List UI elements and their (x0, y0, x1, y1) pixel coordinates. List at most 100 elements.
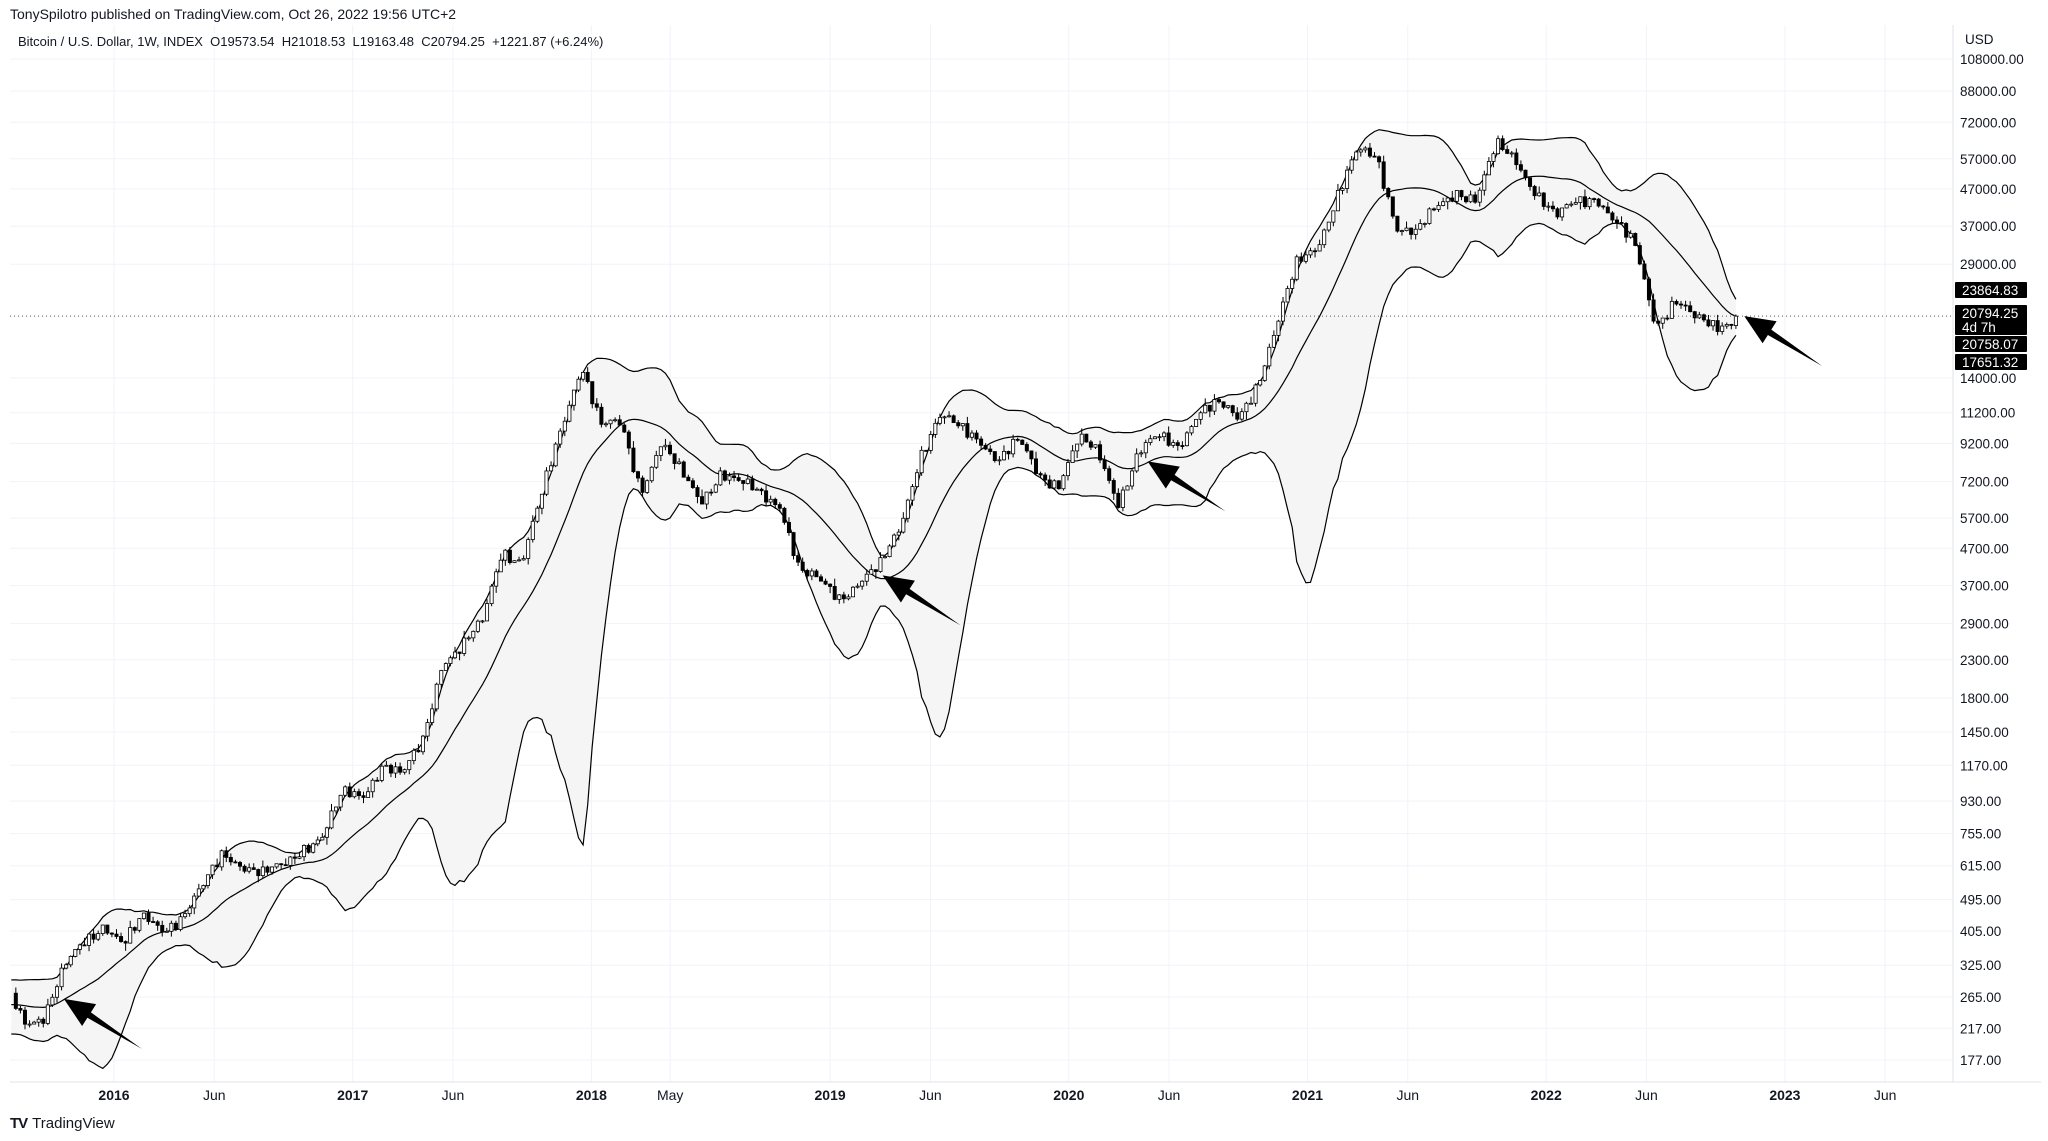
candle-body (1733, 315, 1738, 326)
candle (370, 778, 375, 798)
candle-body (1143, 442, 1148, 454)
candle (489, 584, 494, 607)
band-fill (11, 129, 1736, 1069)
candle (375, 777, 380, 782)
candle (480, 619, 485, 624)
y-tick-label: 29000.00 (1960, 257, 2016, 272)
candle (631, 441, 636, 474)
candle (1258, 379, 1263, 387)
candle (1120, 486, 1125, 512)
candle-body (50, 996, 55, 1006)
candle (965, 416, 970, 440)
candle (1276, 319, 1281, 342)
candle (754, 487, 759, 491)
candle-body (1075, 443, 1080, 452)
tradingview-logo[interactable]: TV TradingView (10, 1115, 115, 1132)
candle-body (1592, 198, 1597, 200)
time-axis[interactable] (10, 1082, 2041, 1108)
y-tick-label: 88000.00 (1960, 84, 2016, 99)
candle-body (626, 431, 631, 449)
candle (178, 912, 183, 932)
candle-body (164, 930, 169, 933)
candle-body (201, 885, 206, 890)
candle (1431, 207, 1436, 212)
candle-body (485, 603, 490, 622)
candle (1171, 439, 1176, 448)
candle-body (343, 786, 348, 796)
candle-body (1317, 244, 1322, 252)
price-axis[interactable] (1953, 25, 2041, 1082)
candle-body (1560, 207, 1565, 218)
candle-body (1377, 156, 1382, 163)
candle-body (1102, 459, 1107, 470)
arrow-annotation[interactable] (882, 575, 961, 626)
candle (114, 929, 119, 939)
candle (356, 788, 361, 800)
candle (1651, 293, 1656, 324)
candle-body (677, 461, 682, 464)
candle-body (1619, 222, 1624, 224)
candle (50, 993, 55, 1007)
candle-body (549, 465, 554, 472)
candle (237, 860, 242, 871)
candle-body (1340, 188, 1345, 191)
candle (1354, 150, 1359, 161)
candle-body (1029, 450, 1034, 460)
candle (635, 470, 640, 483)
candle (608, 419, 613, 429)
arrow-annotation[interactable] (63, 998, 142, 1049)
candle (1628, 230, 1633, 239)
candle-body (1633, 233, 1638, 246)
candle-body (1166, 432, 1171, 446)
candle-body (1555, 208, 1560, 218)
candle (1614, 216, 1619, 229)
candle (411, 748, 416, 765)
candle-body (855, 585, 860, 588)
candle-body (1505, 149, 1510, 154)
candle-body (1033, 458, 1038, 474)
candle-body (1230, 405, 1235, 414)
candle-body (443, 663, 448, 671)
candle-body (841, 594, 846, 600)
candle-body (224, 850, 229, 858)
candle-body (992, 451, 997, 461)
candle-body (873, 569, 878, 572)
candle-body (887, 545, 892, 557)
candle (1345, 165, 1350, 194)
candle (1601, 204, 1606, 210)
candle-body (732, 475, 737, 478)
candle-body (384, 764, 389, 767)
candle (686, 474, 691, 482)
candle-body (1674, 301, 1679, 305)
candle (782, 506, 787, 525)
arrow-annotation[interactable] (1147, 461, 1226, 512)
candle (151, 916, 156, 923)
arrow-annotation[interactable] (1744, 316, 1823, 367)
candle (1564, 203, 1569, 209)
candle-body (279, 863, 284, 866)
candle (745, 474, 750, 485)
y-tick-label: 3700.00 (1960, 579, 2009, 594)
candle-body (791, 532, 796, 557)
candle (979, 436, 984, 450)
x-tick-label: May (657, 1087, 683, 1103)
candle-body (105, 924, 110, 934)
candle (343, 785, 348, 797)
candle (1239, 408, 1244, 421)
candle (1331, 210, 1336, 227)
candle-body (1056, 480, 1061, 490)
candle-body (1468, 194, 1473, 203)
y-tick-label: 1800.00 (1960, 691, 2009, 706)
x-tick-label: 2017 (337, 1087, 368, 1103)
candle-body (1642, 263, 1647, 280)
y-tick-label: 265.00 (1960, 990, 2001, 1005)
candle (1468, 190, 1473, 204)
candle-body (1130, 470, 1135, 487)
candle-body (585, 371, 590, 382)
candle-body (686, 476, 691, 482)
candle (841, 591, 846, 604)
candle-body (1422, 223, 1427, 225)
y-tick-label: 405.00 (1960, 924, 2001, 939)
